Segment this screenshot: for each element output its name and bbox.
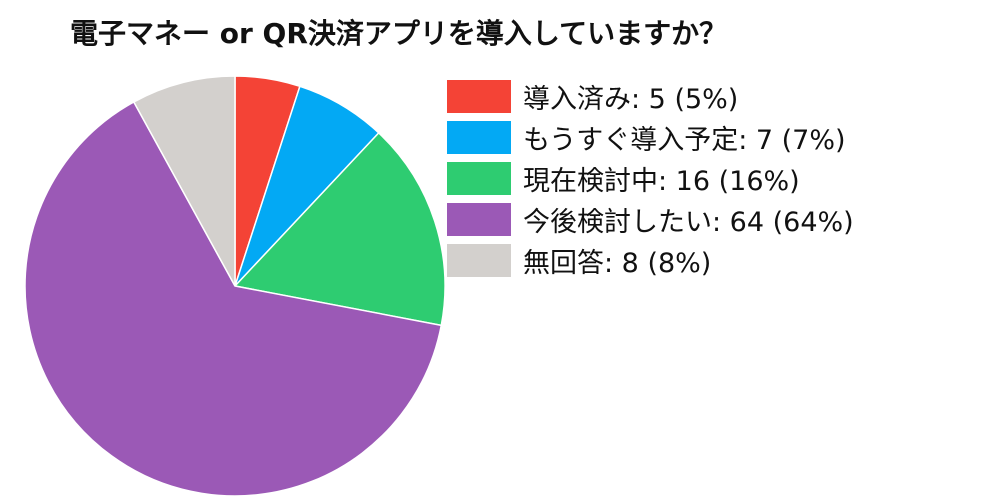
- legend-item-1: もうすぐ導入予定: 7 (7%): [447, 117, 854, 158]
- legend-item-4: 無回答: 8 (8%): [447, 240, 854, 281]
- chart-legend: 導入済み: 5 (5%) もうすぐ導入予定: 7 (7%) 現在検討中: 16 (1…: [447, 76, 854, 281]
- legend-item-0: 導入済み: 5 (5%): [447, 76, 854, 117]
- legend-label: 導入済み: 5 (5%): [523, 84, 739, 115]
- legend-swatch: [447, 244, 511, 277]
- legend-label: 無回答: 8 (8%): [523, 248, 712, 279]
- pie-slice-3: [24, 100, 443, 497]
- chart-title: 電子マネー or QR決済アプリを導入していますか？: [70, 17, 728, 50]
- legend-item-2: 現在検討中: 16 (16%): [447, 158, 854, 199]
- legend-label: 今後検討したい: 64 (64%): [523, 207, 854, 238]
- legend-swatch: [447, 121, 511, 154]
- pie-slice-4: [132, 75, 236, 287]
- legend-swatch: [447, 162, 511, 195]
- legend-label: 現在検討中: 16 (16%): [523, 166, 800, 197]
- legend-label: もうすぐ導入予定: 7 (7%): [523, 125, 846, 156]
- legend-item-3: 今後検討したい: 64 (64%): [447, 199, 854, 240]
- legend-swatch: [447, 80, 511, 113]
- legend-swatch: [447, 203, 511, 236]
- pie-slice-2: [233, 131, 446, 327]
